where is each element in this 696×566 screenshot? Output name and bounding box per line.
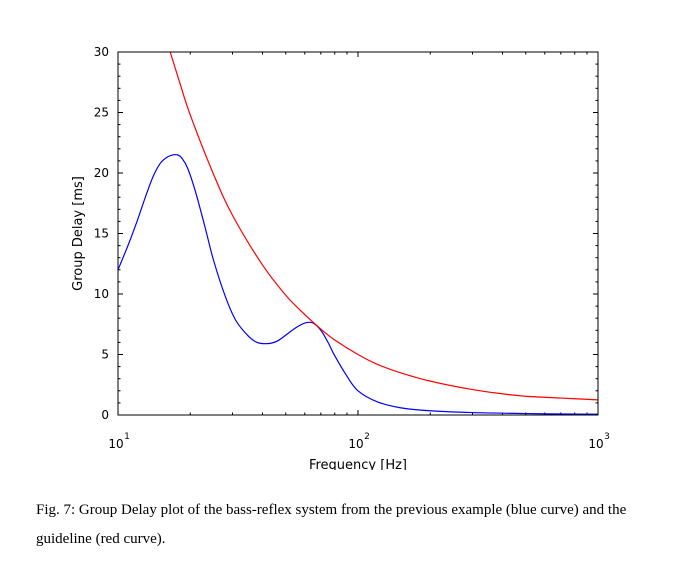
y-axis-label: Group Delay [ms] (71, 176, 86, 291)
x-tick-label: 10 (588, 437, 603, 451)
x-tick-label: 10 (108, 437, 123, 451)
y-tick-label: 20 (94, 166, 109, 180)
ticks-layer (117, 51, 598, 416)
x-axis-label: Frequency [Hz] (309, 458, 407, 470)
y-tick-label: 10 (94, 287, 109, 301)
x-tick-exponent: 1 (124, 432, 130, 442)
x-tick-exponent: 3 (604, 432, 610, 442)
y-tick-label: 30 (94, 45, 109, 59)
y-tick-label: 5 (101, 348, 109, 362)
x-tick-exponent: 2 (364, 432, 370, 442)
y-tick-label: 15 (94, 227, 109, 241)
series-layer (117, 51, 599, 415)
y-tick-label: 0 (101, 408, 109, 422)
plot-frame (117, 51, 599, 416)
y-tick-label: 25 (94, 106, 109, 120)
red-series-line (169, 51, 599, 401)
blue-series-line (117, 153, 599, 415)
x-tick-label: 10 (348, 437, 363, 451)
figure-caption: Fig. 7: Group Delay plot of the bass-ref… (36, 502, 627, 547)
